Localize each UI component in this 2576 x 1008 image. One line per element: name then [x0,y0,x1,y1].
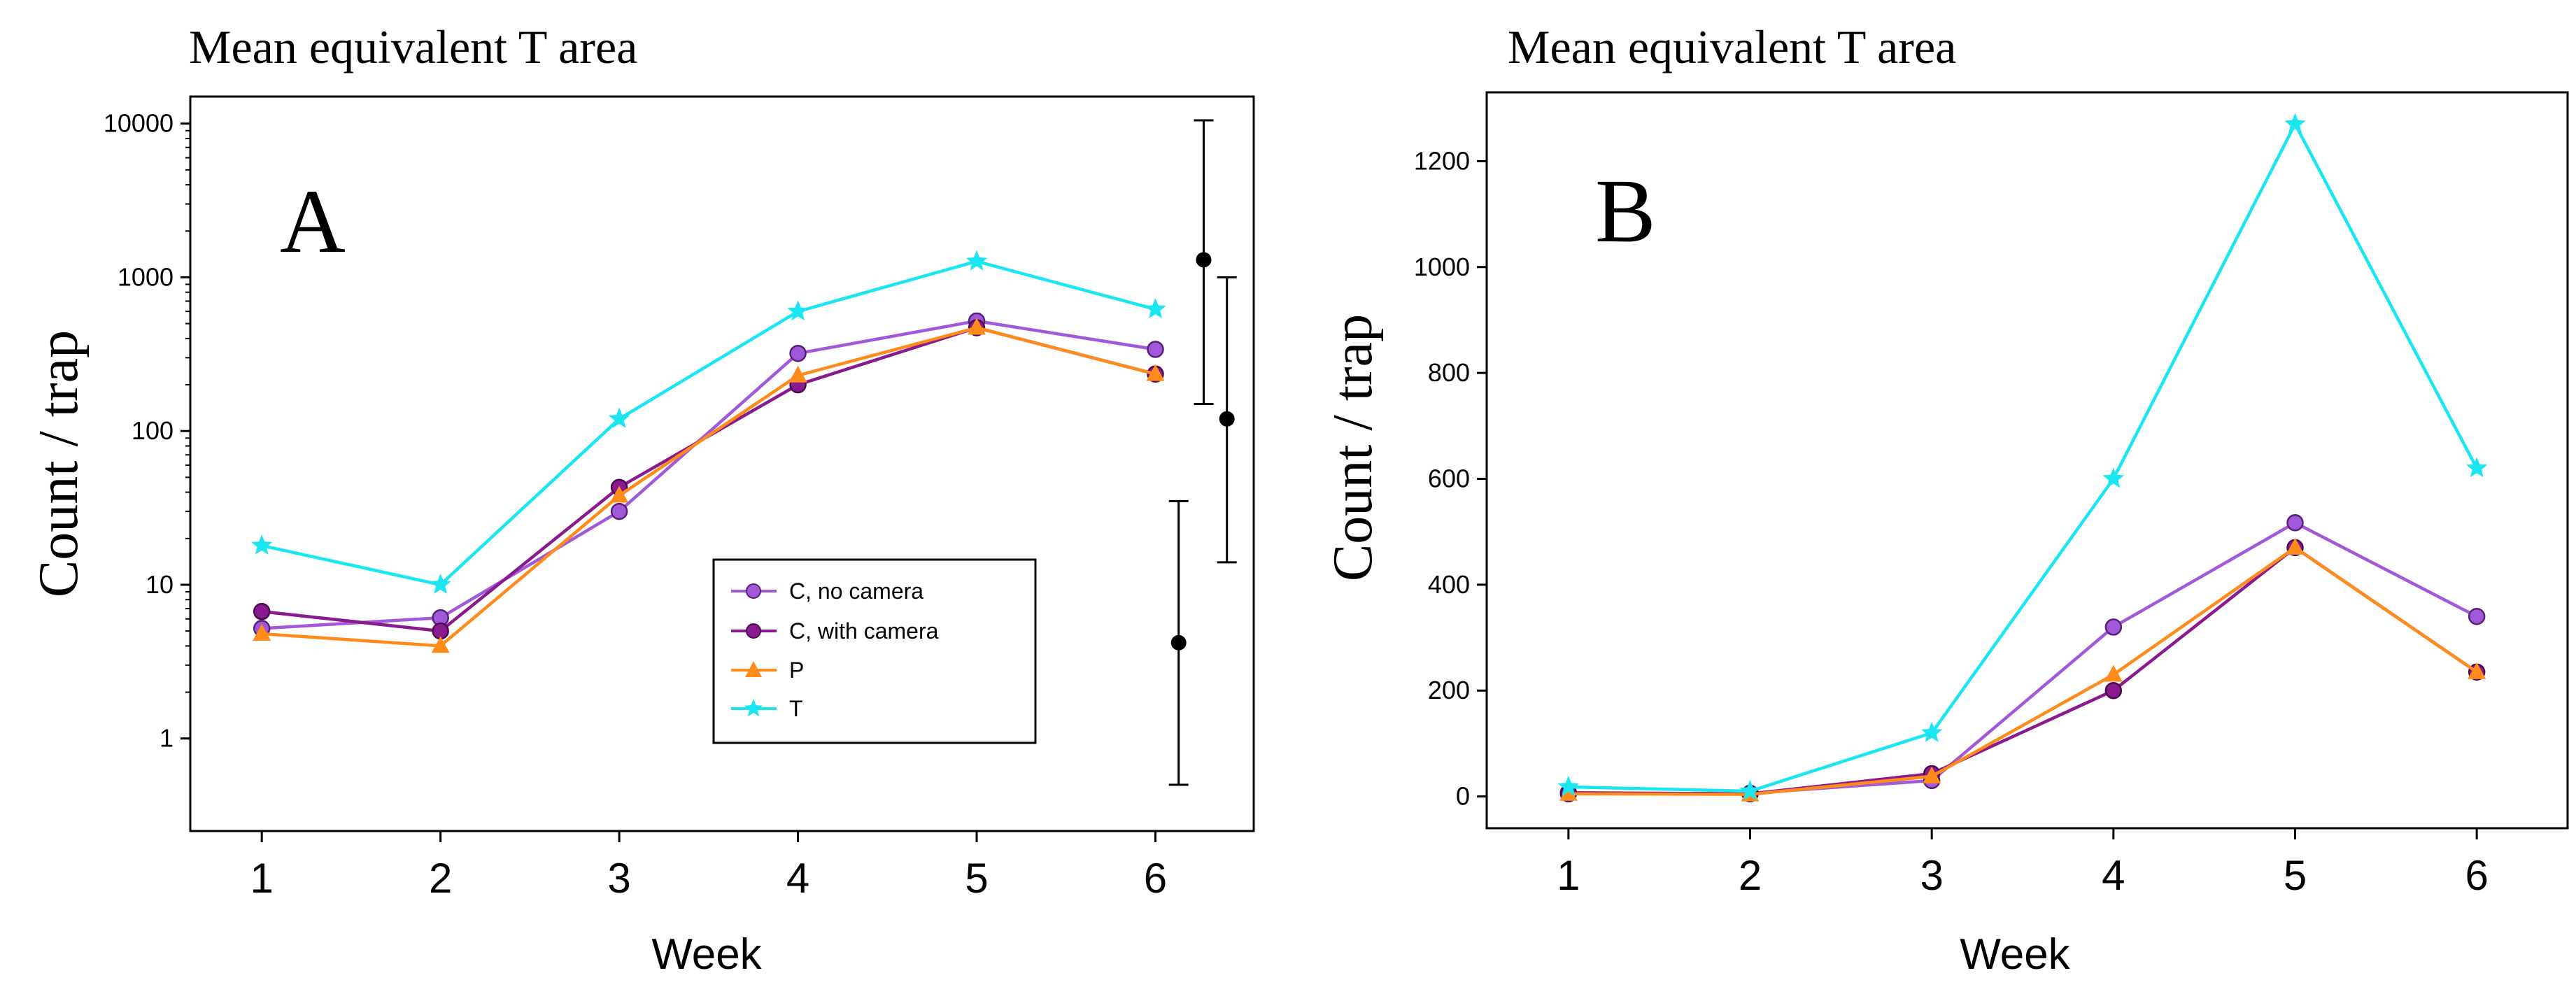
legend-marker-p [745,661,762,677]
panel-a-series-line-p [262,326,1156,648]
panel-a-y-axis-label: Count / trap [28,330,90,597]
panel-b-point-c-with-camera [2104,681,2123,700]
panel-a-point-p [788,365,807,383]
panel-a-point-t [965,250,988,271]
panel-a-point-p [610,485,629,503]
panel-b-point-p [2104,665,2123,682]
panel-a-error-bar-point [1170,634,1187,651]
panel-a-point-t [787,300,809,321]
panel-b-y-tick-label: 1000 [1414,253,1470,281]
panel-b-ticks: 0 200 400 600 800 1000 1200 1 2 3 4 5 6 [1414,146,2489,899]
panel-a-series-line-t [261,260,1156,587]
panel-b-series-line-p [1568,546,2478,796]
panel-b-point-p [1559,783,1578,801]
panel-a-point-p [968,318,986,335]
panel-b-x-tick-label: 1 [1557,852,1580,899]
panel-b-point-t [2102,467,2125,488]
panel-b-series-line-c-no-camera [1568,521,2478,796]
panel-b-point-p [2286,537,2305,555]
legend-item-p: P [731,658,804,683]
panel-b-point-t [2284,113,2306,134]
panel-a-point-t [608,407,630,428]
panel-a-x-tick-label: 3 [607,855,630,902]
panel-b: Mean equivalent T area B Count / trap We… [1322,20,2569,979]
panel-a-title: Mean equivalent T area [189,20,637,73]
legend-item-c-with-camera: C, with camera [731,618,939,644]
panel-b-letter: B [1595,161,1656,262]
panel-b-series-line-c-with-camera [1568,546,2478,796]
panel-a-error-bar-point [1196,252,1212,268]
panel-b-x-tick-label: 6 [2465,852,2488,899]
panel-b-point-t [1739,780,1761,800]
panel-b-point-t [1557,776,1580,796]
panel-a: Mean equivalent T area A Count / trap We… [28,20,1255,979]
panel-b-point-c-no-camera [2286,514,2304,532]
legend-label-c-with-camera: C, with camera [789,618,939,644]
panel-b-series-line-t [1568,122,2479,793]
panel-a-point-c-no-camera [1147,341,1164,358]
panel-b-y-tick-label: 0 [1456,782,1470,811]
panel-b-point-p [1923,766,1941,783]
panel-a-series-line-c-no-camera [262,319,1156,630]
panel-a-x-tick-label: 4 [786,855,809,902]
panel-b-y-tick-label: 800 [1428,358,1470,387]
panel-b-x-axis-label: Week [1960,930,2070,979]
panel-a-point-t [1145,298,1166,318]
panel-a-y-tick-label: 10 [146,570,174,599]
panel-a-x-tick-label: 1 [250,855,273,902]
legend-item-c-no-camera: C, no camera [731,578,923,604]
panel-a-y-tick-label: 10000 [104,109,174,138]
legend-marker-c-no-camera [746,583,761,599]
panel-b-title: Mean equivalent T area [1508,20,1956,73]
panel-a-plot-frame [189,95,1255,832]
panel-a-series [251,250,1166,653]
panel-a-letter: A [280,171,346,272]
panel-a-x-tick-label: 6 [1144,855,1167,902]
panel-a-error-bar-point [1219,411,1235,427]
panel-a-x-tick-label: 5 [965,855,988,902]
panel-a-x-axis-label: Week [651,930,762,979]
legend: C, no camera C, with camera P T [712,558,1037,744]
legend-label-p: P [789,658,804,683]
panel-a-point-t [430,573,451,594]
panel-b-series [1557,113,2488,803]
panel-b-x-tick-label: 4 [2102,852,2125,899]
panel-a-point-c-with-camera [253,602,271,620]
panel-b-point-p [2468,662,2486,679]
panel-a-y-tick-label: 1 [160,724,174,753]
panel-a-point-c-no-camera [789,344,807,362]
panel-a-y-tick-label: 100 [132,416,174,445]
legend-label-c-no-camera: C, no camera [789,578,923,604]
panel-a-point-p [253,623,271,641]
panel-a-point-p [1146,364,1165,381]
legend-label-t: T [789,696,803,721]
panel-b-plot-frame [1485,91,2569,830]
panel-a-point-p [431,636,450,653]
panel-b-y-tick-label: 1200 [1414,146,1470,175]
panel-b-point-c-no-camera [2468,608,2486,625]
panel-a-y-tick-label: 1000 [118,262,174,291]
panel-a-error-bars [1168,119,1237,786]
panel-b-y-tick-label: 400 [1428,570,1470,599]
panel-b-point-t [1921,721,1943,742]
panel-b-y-axis-label: Count / trap [1322,314,1384,581]
panel-a-point-c-no-camera [610,502,628,520]
panel-b-point-t [2466,457,2488,478]
panel-b-x-tick-label: 3 [1920,852,1943,899]
panel-a-x-tick-label: 2 [429,855,452,902]
panel-b-point-c-no-camera [2104,618,2123,636]
panel-b-x-tick-label: 5 [2284,852,2307,899]
panel-b-x-tick-label: 2 [1739,852,1762,899]
panel-b-y-tick-label: 200 [1428,676,1470,704]
legend-item-t: T [731,696,803,721]
panel-a-point-t [251,534,273,555]
panel-b-y-tick-label: 600 [1428,464,1470,492]
panel-a-ticks: 1 10 100 1000 10000 1 2 3 4 5 6 [104,109,1167,902]
legend-marker-c-with-camera [746,623,761,639]
legend-marker-t [744,699,763,717]
